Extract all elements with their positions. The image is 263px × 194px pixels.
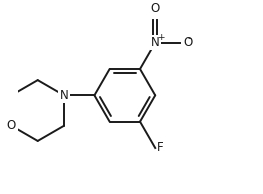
Text: O: O — [183, 36, 193, 49]
Text: O: O — [151, 2, 160, 15]
Text: -: - — [188, 33, 191, 43]
Text: +: + — [158, 33, 165, 42]
Text: F: F — [157, 141, 164, 154]
Text: N: N — [60, 89, 68, 102]
Text: N: N — [151, 36, 160, 49]
Text: O: O — [7, 119, 16, 132]
